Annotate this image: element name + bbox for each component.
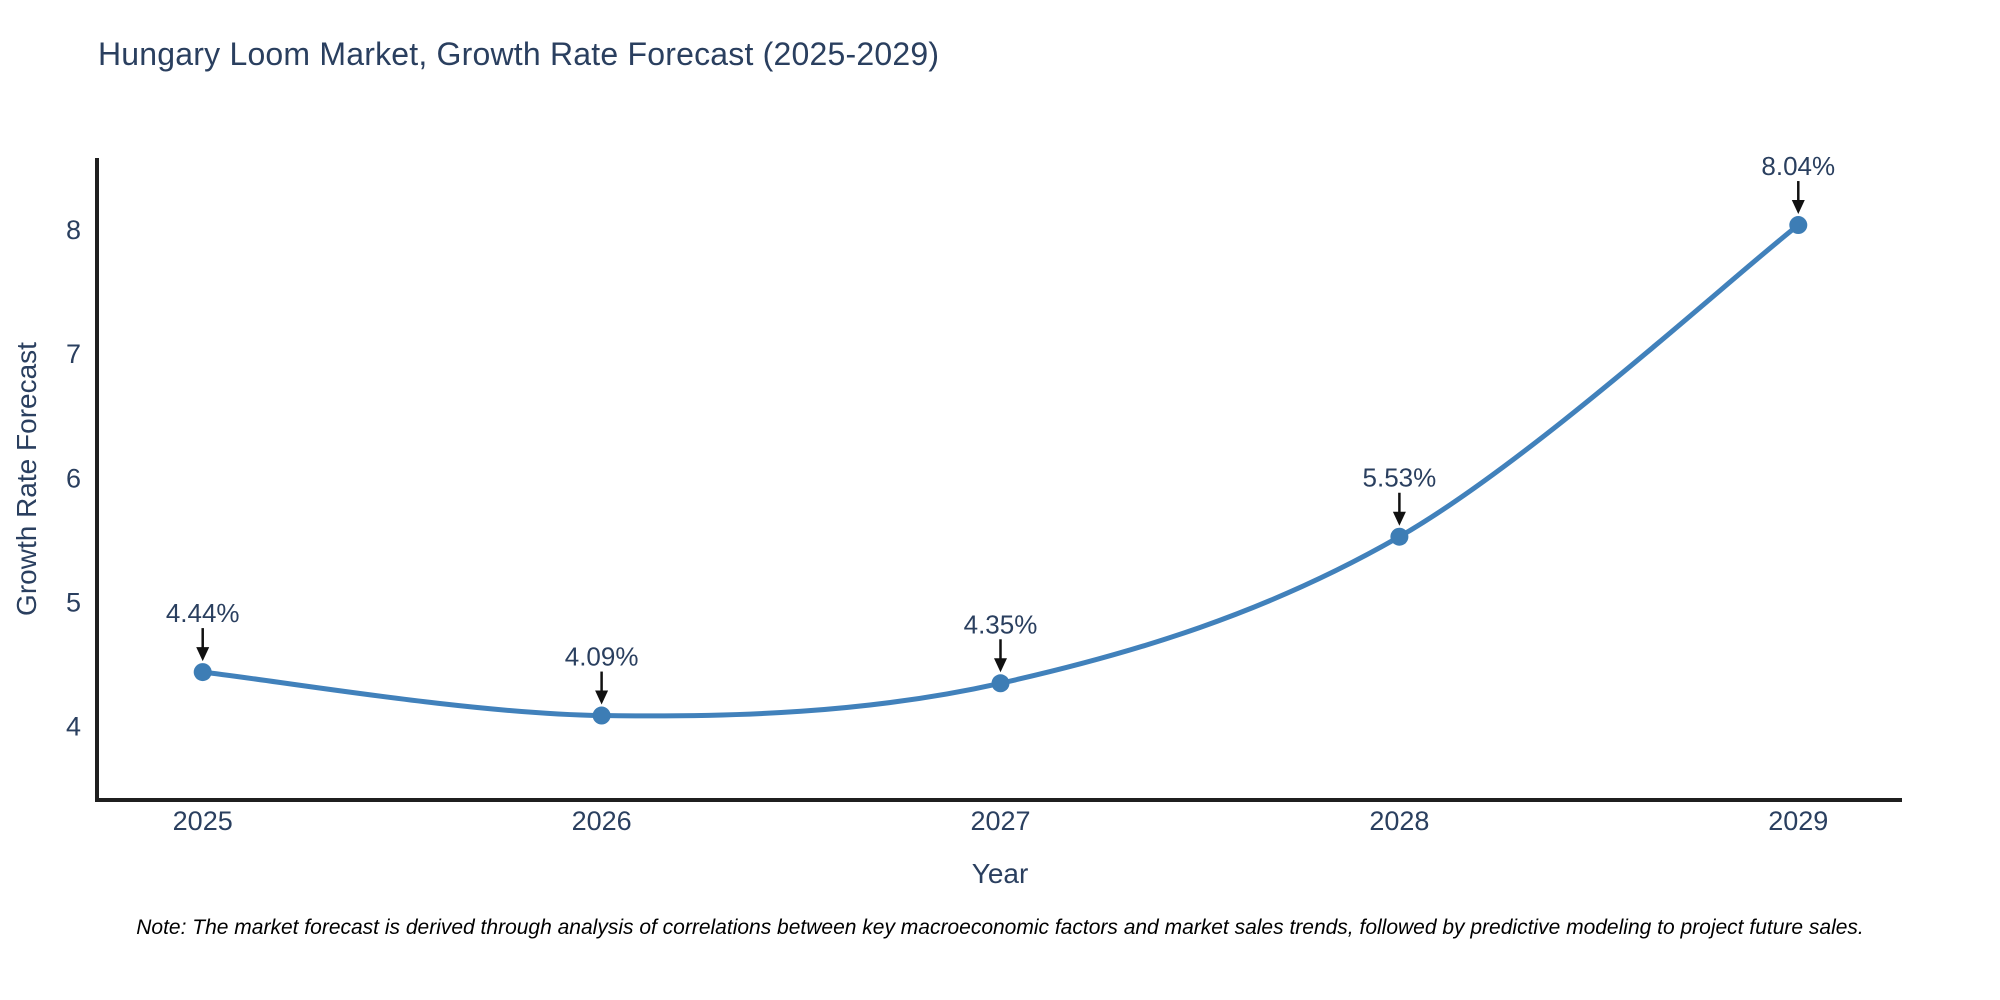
annotation-arrowhead xyxy=(196,647,210,662)
x-tick-label: 2025 xyxy=(173,806,233,836)
data-point-2027 xyxy=(991,674,1010,693)
y-axis-title: Growth Rate Forecast xyxy=(11,342,42,616)
x-axis-title: Year xyxy=(971,858,1029,889)
y-tick-label: 8 xyxy=(66,215,81,245)
x-tick-label: 2029 xyxy=(1768,806,1828,836)
y-tick-label: 6 xyxy=(66,463,81,493)
point-label: 5.53% xyxy=(1363,463,1437,493)
y-tick-label: 5 xyxy=(66,588,81,618)
point-label: 4.09% xyxy=(565,642,639,672)
chart-title: Hungary Loom Market, Growth Rate Forecas… xyxy=(98,36,940,72)
point-label: 4.44% xyxy=(166,598,240,628)
footnote: Note: The market forecast is derived thr… xyxy=(136,916,1864,939)
annotation-arrowhead xyxy=(993,658,1007,673)
data-point-2025 xyxy=(193,663,212,682)
data-point-2029 xyxy=(1789,216,1808,235)
annotation-arrowhead xyxy=(1392,511,1406,526)
data-point-2028 xyxy=(1390,527,1409,546)
point-label: 8.04% xyxy=(1761,151,1835,181)
axis-spines xyxy=(95,158,1902,802)
y-tick-label: 4 xyxy=(66,712,81,742)
y-tick-label: 7 xyxy=(66,339,81,369)
x-tick-label: 2026 xyxy=(572,806,632,836)
annotation-arrowhead xyxy=(1791,200,1805,215)
x-tick-label: 2028 xyxy=(1369,806,1429,836)
data-point-2026 xyxy=(592,706,611,725)
annotation-arrowhead xyxy=(595,690,609,705)
point-label: 4.35% xyxy=(964,609,1038,639)
x-tick-label: 2027 xyxy=(970,806,1030,836)
